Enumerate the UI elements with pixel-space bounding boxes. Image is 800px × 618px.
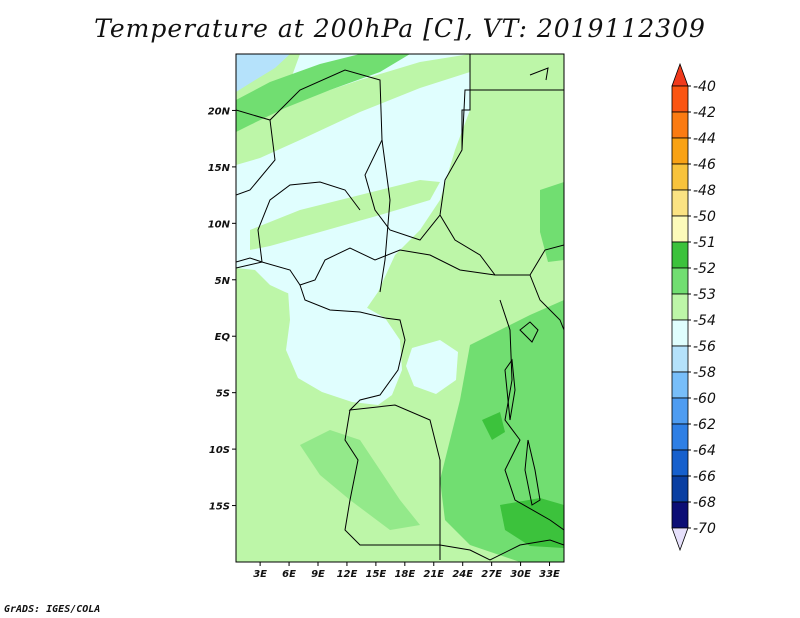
colorbar-label: -50 bbox=[693, 209, 716, 225]
colorbar-swatch bbox=[671, 111, 689, 139]
colorbar-label: -60 bbox=[693, 391, 716, 407]
plot-area bbox=[236, 54, 564, 562]
x-tick-label: 33E bbox=[539, 569, 560, 580]
colorbar-label: -70 bbox=[693, 521, 716, 537]
colorbar-bottom-arrow bbox=[671, 527, 689, 552]
colorbar: -40 -42 -44 -46 -48 -50 -51 -52 -53 -54 -56 -58 -60 -… bbox=[671, 62, 716, 552]
colorbar-label: -42 bbox=[693, 105, 716, 121]
credit-label: GrADS: IGES/COLA bbox=[4, 604, 101, 615]
field-blue-corner bbox=[236, 54, 290, 92]
colorbar-label: -51 bbox=[693, 235, 716, 251]
y-tick-label: 10N bbox=[208, 219, 231, 230]
colorbar-label: -64 bbox=[693, 443, 716, 459]
colorbar-label: -54 bbox=[693, 313, 716, 329]
y-tick-label: 20N bbox=[208, 106, 231, 117]
x-tick-label: 21E bbox=[423, 569, 444, 580]
field-green-streak-north bbox=[236, 54, 470, 165]
colorbar-swatch bbox=[671, 371, 689, 399]
plot-frame bbox=[235, 53, 565, 563]
colorbar-swatch bbox=[671, 137, 689, 165]
x-tick-label: 27E bbox=[481, 569, 502, 580]
colorbar-label: -53 bbox=[693, 287, 716, 303]
colorbar-swatch bbox=[671, 319, 689, 347]
colorbar-swatch bbox=[671, 423, 689, 451]
colorbar-swatch bbox=[671, 293, 689, 321]
field-pale-west bbox=[286, 290, 402, 405]
colorbar-swatch bbox=[671, 501, 689, 529]
colorbar-swatch bbox=[671, 241, 689, 269]
x-tick-label: 9E bbox=[311, 569, 325, 580]
lakes bbox=[504, 67, 549, 506]
colorbar-label: -56 bbox=[693, 339, 716, 355]
colorbar-swatch bbox=[671, 189, 689, 217]
colorbar-label: -46 bbox=[693, 157, 716, 173]
x-tick-label: 3E bbox=[253, 569, 267, 580]
colorbar-label: -66 bbox=[693, 469, 716, 485]
colorbar-swatch bbox=[671, 345, 689, 373]
chart-title: Temperature at 200hPa [C], VT: 201911230… bbox=[94, 14, 706, 43]
colorbar-label: -52 bbox=[693, 261, 716, 277]
colorbar-label: -62 bbox=[693, 417, 716, 433]
x-tick-label: 6E bbox=[282, 569, 296, 580]
colorbar-label: -40 bbox=[693, 79, 716, 95]
colorbar-label: -44 bbox=[693, 131, 716, 147]
colorbar-swatch bbox=[671, 475, 689, 503]
colorbar-swatch bbox=[671, 449, 689, 477]
x-tick-label: 18E bbox=[394, 569, 415, 580]
y-tick-label: 5N bbox=[215, 276, 231, 287]
colorbar-swatch bbox=[671, 267, 689, 295]
y-tick-label: 10S bbox=[209, 445, 230, 456]
colorbar-swatch bbox=[671, 163, 689, 191]
x-tick-label: 30E bbox=[510, 569, 531, 580]
colorbar-swatch bbox=[671, 397, 689, 425]
x-axis: 3E 6E 9E 12E 15E 18E 21E 24E 27E 30E 33E bbox=[253, 562, 560, 580]
y-tick-label: 15N bbox=[208, 163, 231, 174]
y-tick-label: EQ bbox=[215, 332, 231, 343]
colorbar-label: -58 bbox=[693, 365, 716, 381]
x-tick-label: 12E bbox=[337, 569, 358, 580]
colorbar-swatch bbox=[671, 215, 689, 243]
x-tick-label: 24E bbox=[452, 569, 473, 580]
y-tick-label: 15S bbox=[209, 502, 230, 513]
field-darkgreen-se bbox=[482, 412, 505, 440]
colorbar-label: -48 bbox=[693, 183, 716, 199]
field-green-streak-mid bbox=[250, 180, 440, 250]
y-tick-label: 5S bbox=[216, 389, 230, 400]
field-green-streak-sw bbox=[300, 430, 420, 530]
colorbar-label: -68 bbox=[693, 495, 716, 511]
colorbar-swatch bbox=[671, 85, 689, 113]
field-green-nw bbox=[236, 54, 410, 132]
y-axis: 20N 15N 10N 5N EQ 5S 10S 15S bbox=[208, 106, 236, 513]
borders bbox=[236, 54, 564, 561]
field-pale-blob bbox=[406, 340, 458, 394]
x-tick-label: 15E bbox=[366, 569, 387, 580]
field-darkgreen-se2 bbox=[500, 498, 564, 548]
colorbar-top-arrow bbox=[671, 62, 689, 87]
field-green-east-top bbox=[540, 182, 564, 262]
